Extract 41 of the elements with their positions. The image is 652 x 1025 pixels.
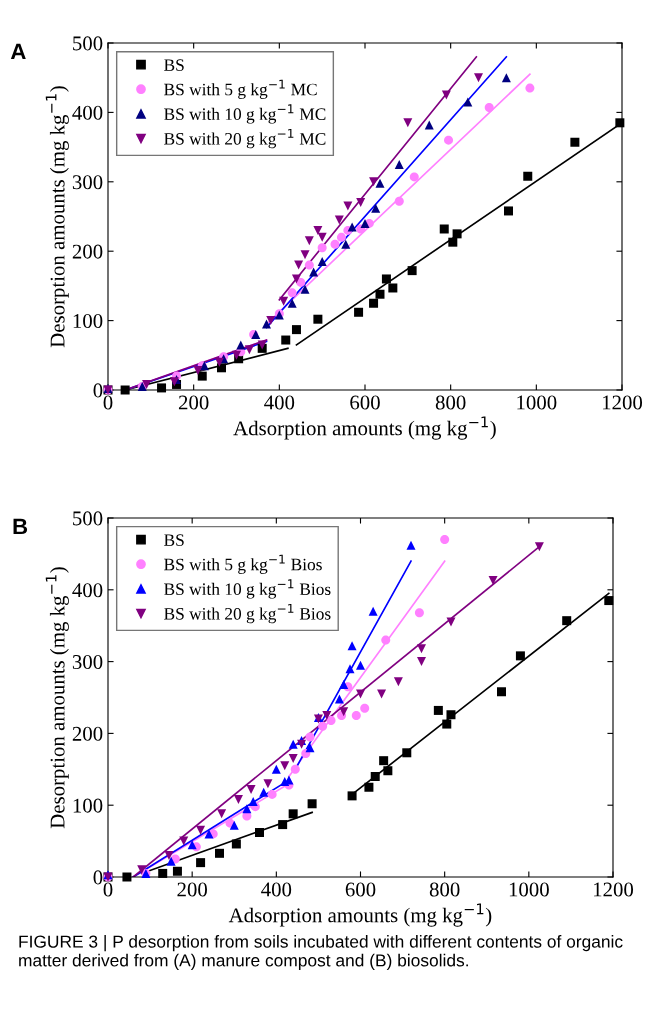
x-tick-label: 200 bbox=[178, 395, 209, 410]
y-axis-title: Desorption amounts (mg kg$^{−1}$) bbox=[45, 86, 69, 348]
y-tick-label: 400 bbox=[72, 583, 103, 598]
legend-label: BS with 10 g kg$^{−1}$ MC bbox=[164, 104, 326, 124]
y-tick-label: 400 bbox=[72, 105, 103, 120]
legend-label: BS bbox=[164, 59, 184, 71]
x-tick-label: 1000 bbox=[509, 882, 549, 897]
x-axis-title: Adsorption amounts (mg kg$^{−1}$) bbox=[228, 903, 492, 927]
chart-title: B bbox=[13, 518, 28, 535]
y-axis-title: Desorption amounts (mg kg$^{−1}$) bbox=[45, 567, 69, 829]
legend-label: BS with 20 g kg$^{−1}$ MC bbox=[164, 128, 326, 149]
y-tick-label: 100 bbox=[73, 798, 103, 813]
x-tick-label: 800 bbox=[429, 882, 460, 897]
y-tick-label: 200 bbox=[72, 244, 103, 259]
x-tick-label: 1000 bbox=[517, 395, 557, 410]
y-tick-label: 200 bbox=[72, 726, 103, 741]
legend-label: BS with 20 g kg$^{−1}$ Bios bbox=[164, 603, 331, 624]
legend-label: BS with 5 g kg$^{−1}$ Bios bbox=[164, 554, 322, 574]
x-tick-label: 400 bbox=[261, 882, 292, 897]
x-axis-title: Adsorption amounts (mg kg$^{−1}$) bbox=[233, 416, 496, 440]
y-tick-label: 500 bbox=[73, 36, 103, 51]
legend-label: BS bbox=[164, 534, 184, 546]
y-tick-label: 300 bbox=[72, 654, 103, 670]
chart-title: A bbox=[10, 43, 26, 60]
x-tick-label: 600 bbox=[345, 882, 376, 897]
x-tick-label: 0 bbox=[103, 882, 113, 897]
y-tick-label: 500 bbox=[73, 511, 103, 526]
x-tick-label: 400 bbox=[264, 395, 295, 410]
x-tick-label: 600 bbox=[350, 395, 380, 410]
y-tick-label: 100 bbox=[73, 313, 103, 329]
caption: FIGURE 3 | P desorption from soils incubated with different contents of organic matter derived from (A) manure compost and (B) biosolids. bbox=[19, 935, 623, 970]
x-tick-label: 1200 bbox=[603, 395, 643, 410]
y-tick-label: 0 bbox=[93, 870, 103, 885]
x-tick-label: 200 bbox=[177, 882, 207, 897]
legend-label: BS with 10 g kg$^{−1}$ Bios bbox=[164, 579, 331, 599]
y-tick-label: 300 bbox=[72, 175, 103, 190]
y-tick-label: 0 bbox=[93, 383, 103, 398]
x-tick-label: 0 bbox=[103, 395, 113, 410]
x-tick-label: 800 bbox=[435, 395, 466, 410]
x-tick-label: 1200 bbox=[594, 882, 634, 897]
legend-label: BS with 5 g kg$^{−1}$ MC bbox=[164, 79, 317, 99]
